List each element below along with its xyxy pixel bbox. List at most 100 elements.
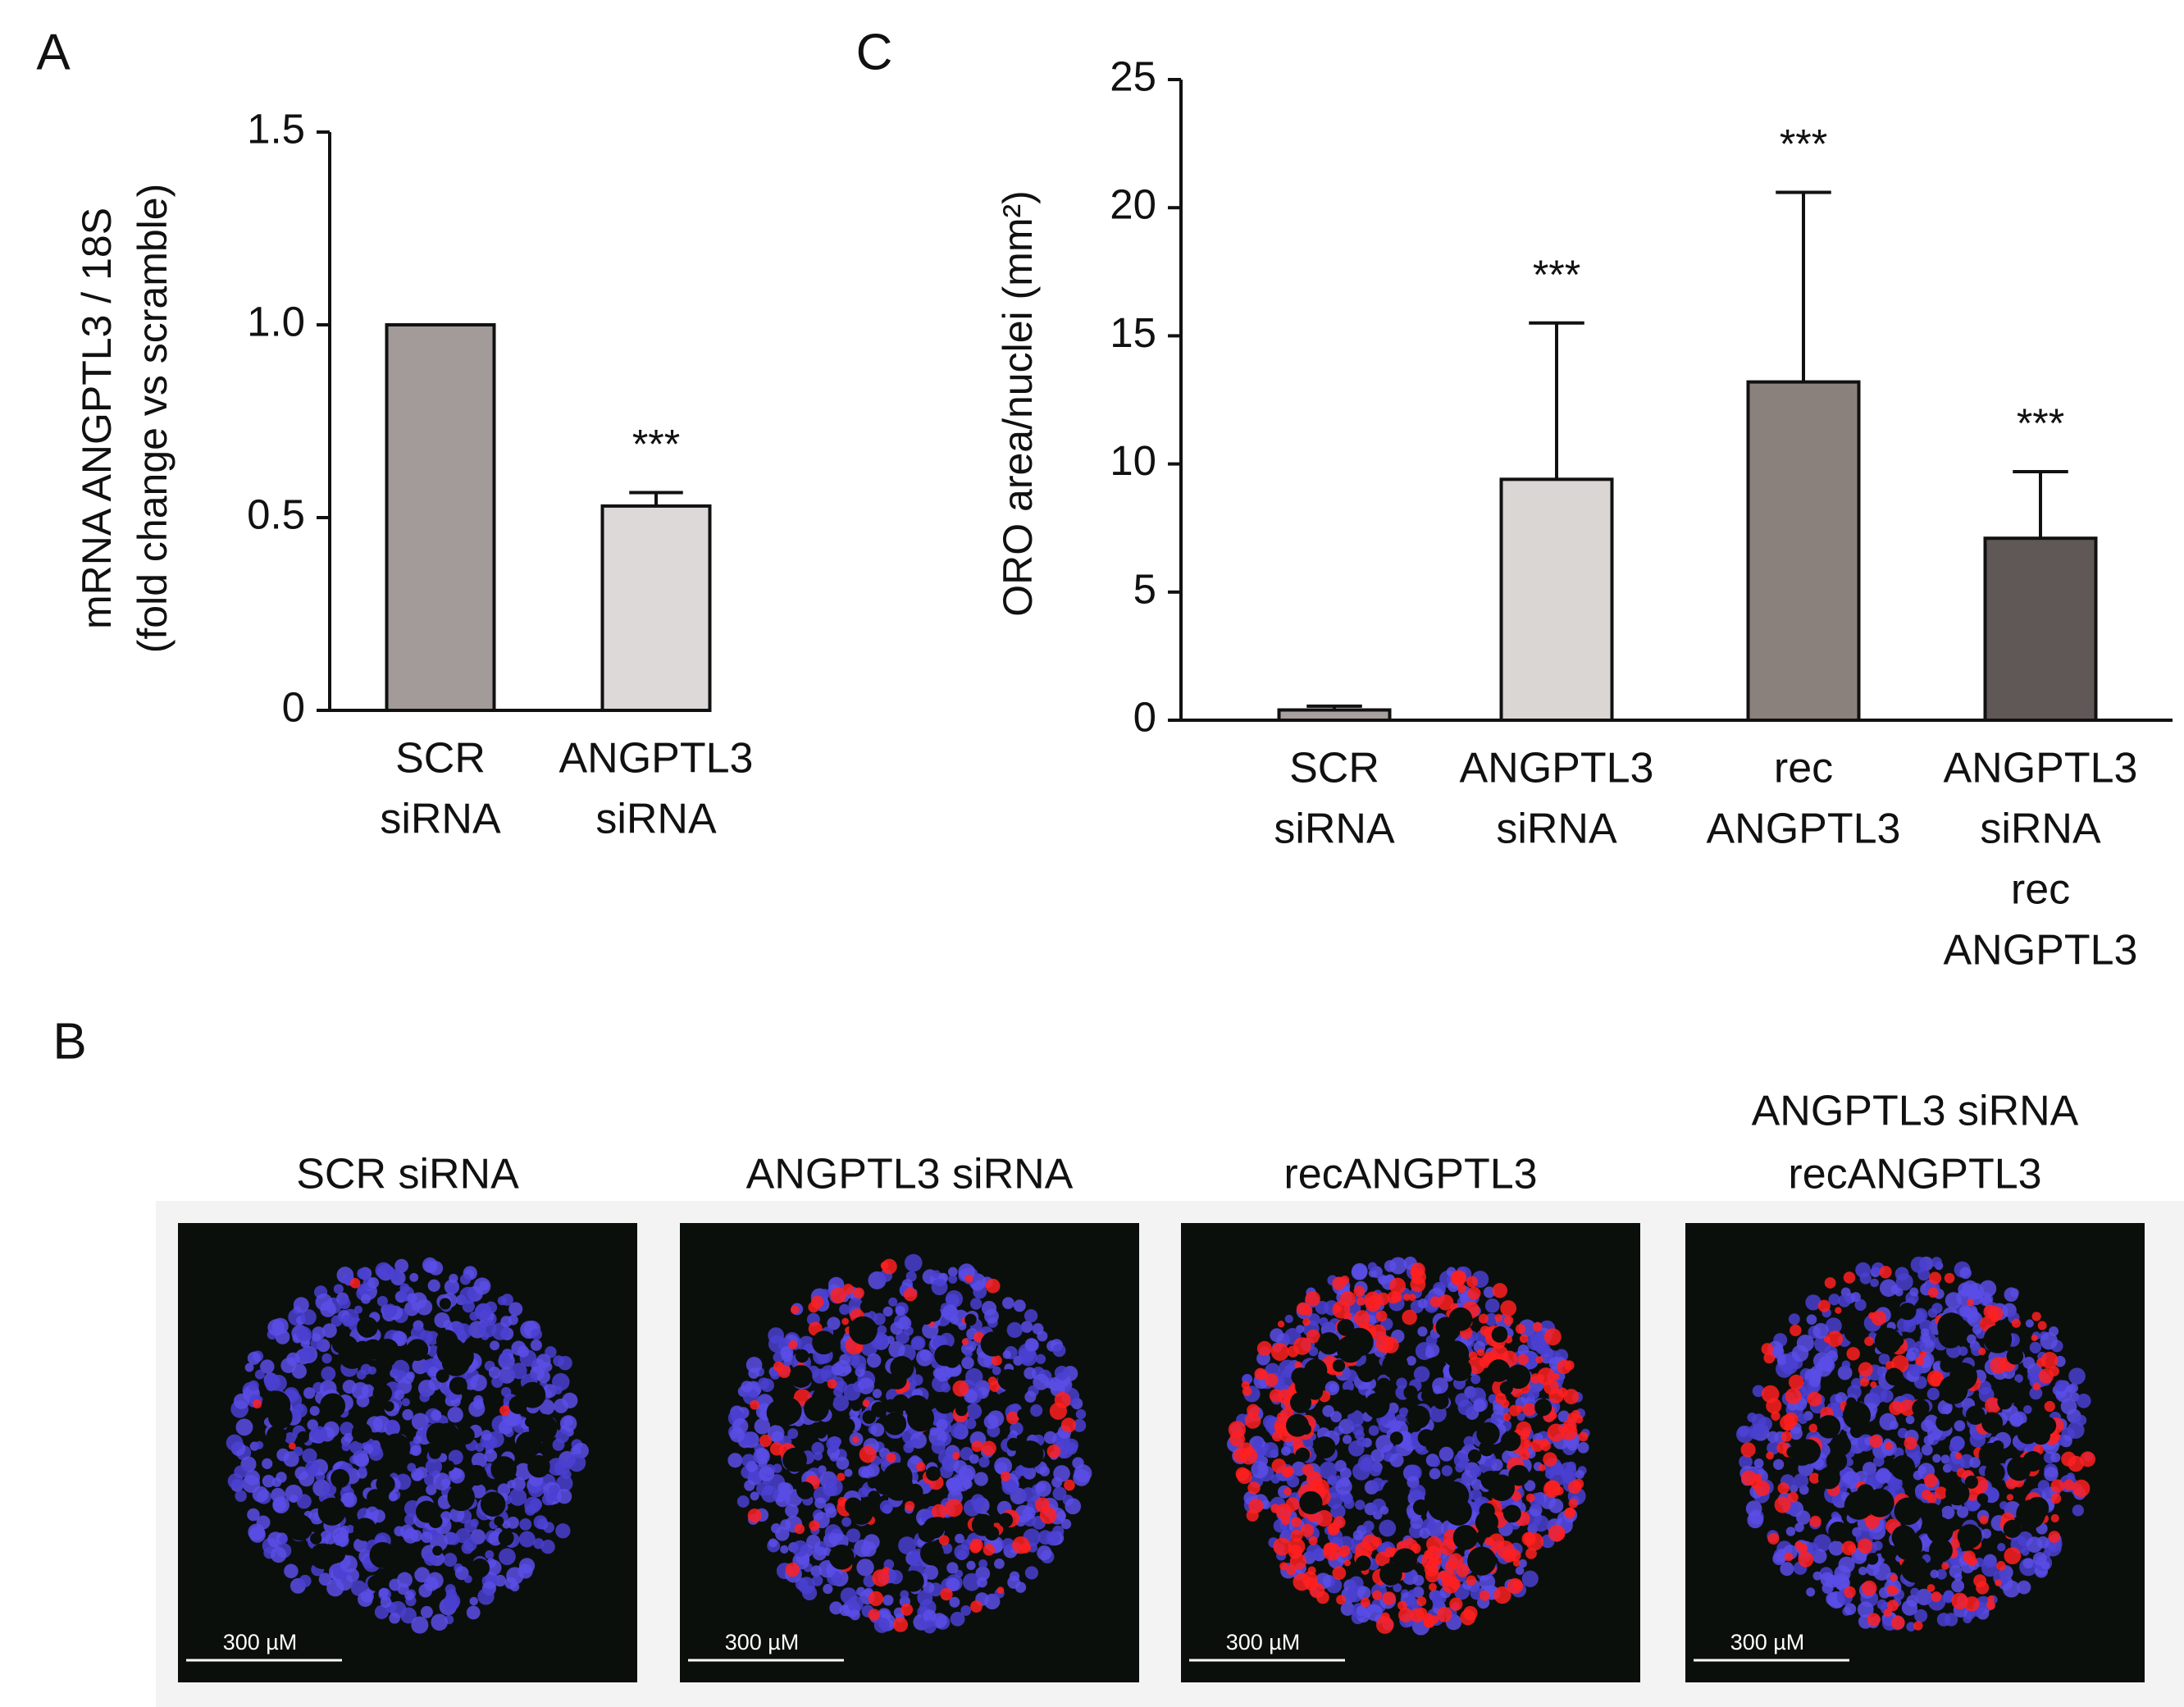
- nucleus: [1002, 1350, 1011, 1359]
- nucleus: [1979, 1280, 1997, 1298]
- void: [828, 1544, 855, 1570]
- lipid-stain: [1286, 1565, 1297, 1576]
- micrograph: [1181, 1223, 1640, 1682]
- nucleus: [2076, 1393, 2091, 1408]
- nucleus: [279, 1535, 288, 1545]
- nucleus: [1470, 1479, 1483, 1490]
- nucleus: [2041, 1561, 2050, 1570]
- nucleus: [385, 1419, 400, 1434]
- lipid-stain: [1291, 1517, 1302, 1527]
- significance-label: ***: [2017, 400, 2064, 446]
- nucleus: [300, 1308, 317, 1326]
- nucleus: [1453, 1453, 1469, 1468]
- nucleus: [758, 1377, 770, 1390]
- nucleus: [873, 1312, 886, 1326]
- lipid-stain: [827, 1379, 837, 1389]
- void: [528, 1413, 558, 1443]
- nucleus: [1793, 1473, 1809, 1489]
- lipid-stain: [1891, 1615, 1905, 1630]
- lipid-stain: [1532, 1321, 1543, 1332]
- micrograph: [178, 1223, 637, 1682]
- nucleus: [1516, 1413, 1525, 1422]
- void: [1964, 1475, 1978, 1489]
- void: [926, 1466, 941, 1481]
- lipid-stain: [1763, 1352, 1776, 1364]
- nucleus: [2029, 1386, 2043, 1400]
- lipid-stain: [349, 1278, 361, 1289]
- lipid-stain: [1333, 1516, 1346, 1529]
- void: [1306, 1383, 1324, 1400]
- nucleus: [415, 1466, 428, 1479]
- void: [335, 1335, 358, 1358]
- nucleus: [1518, 1559, 1527, 1568]
- lipid-stain: [2072, 1479, 2091, 1498]
- nucleus: [543, 1384, 557, 1398]
- nucleus: [547, 1458, 566, 1477]
- nucleus: [1751, 1413, 1767, 1428]
- lipid-stain: [1826, 1330, 1844, 1348]
- nucleus: [1798, 1413, 1808, 1424]
- void: [527, 1454, 550, 1478]
- void: [1826, 1450, 1848, 1472]
- lipid-stain: [1530, 1439, 1544, 1453]
- nucleus: [1393, 1583, 1402, 1593]
- nucleus: [271, 1487, 285, 1503]
- lipid-stain: [1457, 1284, 1466, 1294]
- lipid-stain: [1484, 1536, 1494, 1546]
- nucleus: [497, 1483, 511, 1497]
- nucleus: [791, 1540, 809, 1557]
- lipid-stain: [1904, 1436, 1917, 1450]
- nucleus: [1896, 1317, 1911, 1332]
- lipid-stain: [1001, 1471, 1011, 1481]
- lipid-stain: [1396, 1541, 1406, 1550]
- lipid-stain: [1353, 1285, 1366, 1298]
- lipid-stain: [952, 1452, 960, 1460]
- y-tick-label: 5: [1133, 565, 1156, 612]
- nucleus: [823, 1369, 832, 1378]
- lipid-stain: [2040, 1351, 2059, 1369]
- nucleus: [824, 1503, 836, 1514]
- lipid-stain: [1479, 1590, 1490, 1601]
- lipid-stain: [1375, 1310, 1388, 1322]
- nucleus: [1343, 1498, 1355, 1509]
- void: [1336, 1335, 1365, 1363]
- nucleus: [758, 1458, 768, 1467]
- void: [1332, 1359, 1346, 1372]
- nucleus: [1767, 1441, 1780, 1455]
- void: [955, 1403, 968, 1417]
- void: [913, 1308, 928, 1323]
- nucleus: [2072, 1504, 2084, 1517]
- nucleus: [1844, 1603, 1857, 1615]
- lipid-stain: [881, 1258, 897, 1275]
- void: [331, 1468, 350, 1489]
- nucleus: [846, 1528, 861, 1543]
- panel-label: C: [856, 24, 893, 80]
- nucleus: [235, 1490, 247, 1502]
- nucleus: [958, 1321, 967, 1330]
- nucleus: [1888, 1476, 1903, 1491]
- void: [286, 1513, 313, 1541]
- lipid-stain: [1547, 1423, 1566, 1442]
- lipid-stain: [2044, 1400, 2055, 1413]
- nucleus: [946, 1477, 962, 1492]
- void: [871, 1401, 887, 1417]
- y-tick-label: 25: [1110, 52, 1156, 99]
- lipid-stain: [1543, 1481, 1561, 1498]
- nucleus: [299, 1347, 315, 1362]
- lipid-stain: [1270, 1343, 1289, 1362]
- nucleus: [399, 1283, 410, 1294]
- error-bar: [2013, 469, 2068, 539]
- lipid-stain: [1442, 1576, 1460, 1594]
- nucleus: [1035, 1353, 1046, 1364]
- void: [1965, 1405, 1986, 1426]
- nucleus: [357, 1591, 373, 1607]
- nucleus: [1521, 1570, 1539, 1587]
- nucleus: [485, 1301, 498, 1314]
- nucleus: [1526, 1334, 1543, 1351]
- nucleus: [447, 1407, 463, 1423]
- nucleus: [856, 1559, 874, 1577]
- nucleus: [508, 1488, 527, 1506]
- nucleus: [553, 1355, 565, 1367]
- nucleus: [247, 1351, 261, 1365]
- lipid-stain: [1503, 1315, 1514, 1326]
